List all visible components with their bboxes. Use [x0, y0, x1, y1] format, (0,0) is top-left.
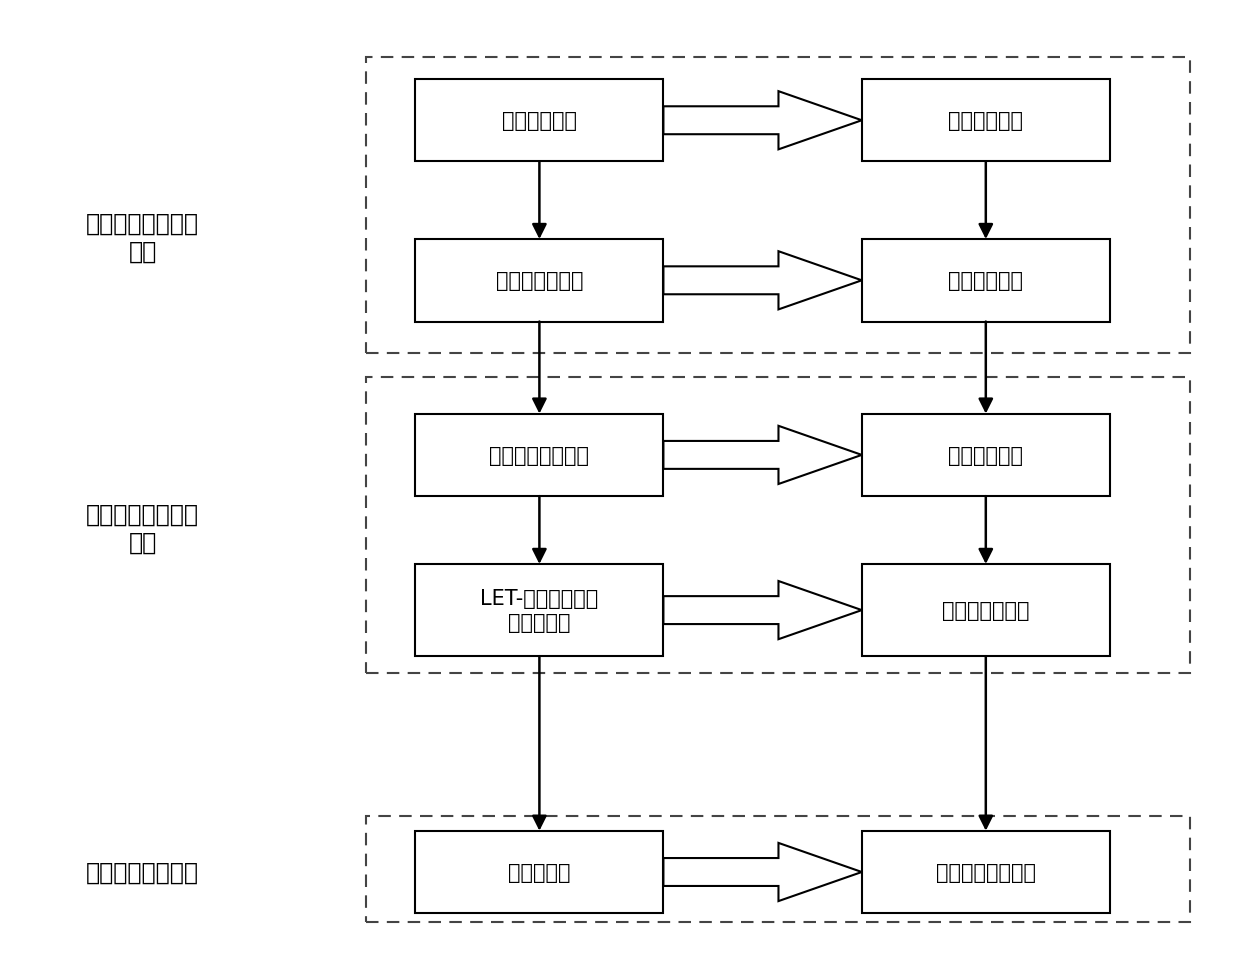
Polygon shape — [663, 426, 862, 484]
Text: 单粒子辐照试验: 单粒子辐照试验 — [496, 271, 583, 291]
Text: 阶段一：基准数据
获取: 阶段一：基准数据 获取 — [86, 211, 200, 264]
Text: 中断截面数据获取: 中断截面数据获取 — [936, 862, 1035, 882]
Text: 试验系统构建: 试验系统构建 — [502, 111, 577, 131]
Bar — [415, 240, 663, 323]
Text: 阶段三：数据拟合: 阶段三：数据拟合 — [86, 860, 200, 884]
Bar — [862, 80, 1110, 162]
Polygon shape — [663, 252, 862, 310]
Text: 等价函数建模: 等价函数建模 — [949, 446, 1023, 465]
Polygon shape — [663, 843, 862, 901]
Bar — [862, 415, 1110, 496]
Bar — [862, 831, 1110, 913]
Bar — [366, 378, 1190, 673]
Text: 基准数据采集: 基准数据采集 — [949, 271, 1023, 291]
Text: LET-功能中断截面
自适应函数: LET-功能中断截面 自适应函数 — [480, 589, 599, 632]
Bar — [415, 564, 663, 657]
Text: 自适应拟合: 自适应拟合 — [508, 862, 570, 882]
Text: 自适应函数建模: 自适应函数建模 — [942, 601, 1029, 620]
Bar — [415, 831, 663, 913]
Text: 功能中断频率函数: 功能中断频率函数 — [490, 446, 589, 465]
Text: 阶段二：拟合模型
建模: 阶段二：拟合模型 建模 — [86, 502, 200, 554]
Bar — [862, 564, 1110, 657]
Bar — [366, 58, 1190, 354]
Bar — [415, 80, 663, 162]
Bar — [415, 415, 663, 496]
Polygon shape — [663, 92, 862, 150]
Polygon shape — [663, 581, 862, 640]
Bar — [366, 816, 1190, 922]
Text: 测试对象建立: 测试对象建立 — [949, 111, 1023, 131]
Bar — [862, 240, 1110, 323]
